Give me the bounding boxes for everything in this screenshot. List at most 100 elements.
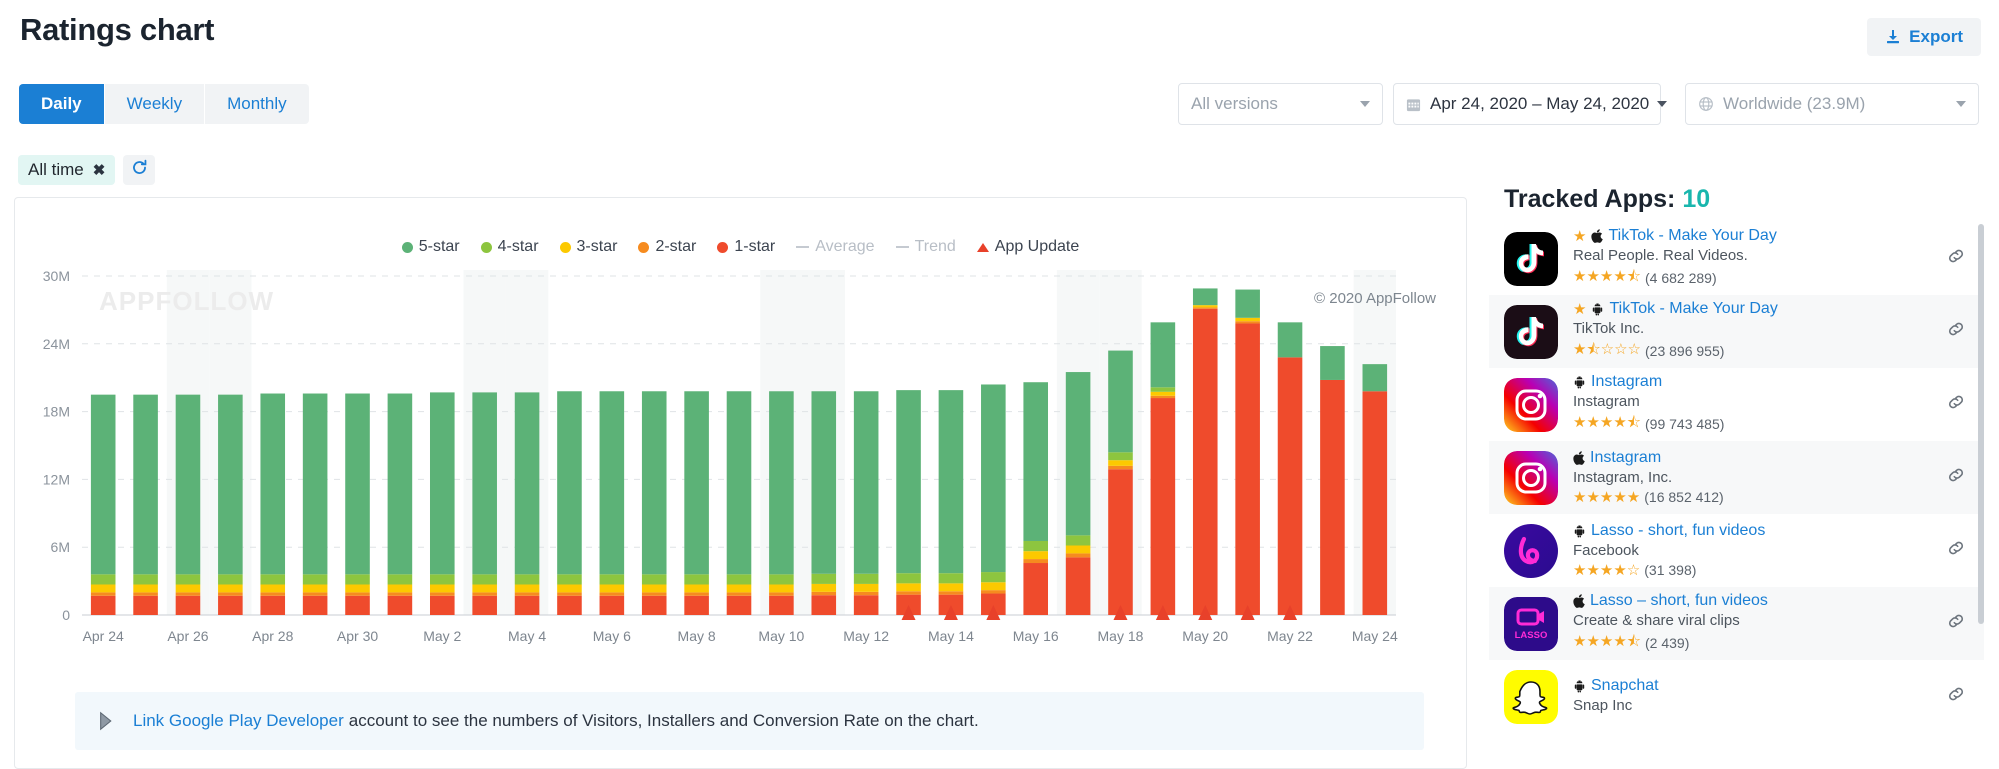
bar-segment-2-star[interactable]: [514, 592, 540, 596]
bar-segment-5-star[interactable]: [90, 394, 116, 575]
bar-segment-4-star[interactable]: [175, 574, 201, 585]
bar-segment-2-star[interactable]: [1150, 395, 1176, 399]
bar-segment-5-star[interactable]: [472, 392, 497, 575]
bar-segment-2-star[interactable]: [1023, 559, 1049, 564]
bar-segment-5-star[interactable]: [1362, 364, 1388, 392]
bar-segment-3-star[interactable]: [429, 584, 455, 593]
tab-monthly[interactable]: Monthly: [205, 84, 309, 124]
bar-segment-5-star[interactable]: [1023, 382, 1049, 541]
bar-segment-1-star[interactable]: [1320, 379, 1345, 615]
bar-segment-3-star[interactable]: [1192, 305, 1218, 308]
bar-segment-1-star[interactable]: [641, 595, 667, 615]
bar-segment-1-star[interactable]: [981, 593, 1006, 615]
bar-segment-3-star[interactable]: [769, 584, 794, 593]
bar-segment-4-star[interactable]: [429, 574, 455, 585]
bar-segment-1-star[interactable]: [1023, 563, 1049, 615]
bar-segment-1-star[interactable]: [429, 595, 455, 615]
app-name-row[interactable]: Lasso – short, fun videos: [1573, 592, 1928, 610]
tab-daily[interactable]: Daily: [19, 84, 105, 124]
bar-segment-2-star[interactable]: [853, 591, 879, 596]
bar-segment-3-star[interactable]: [599, 584, 625, 593]
bar-segment-5-star[interactable]: [218, 394, 243, 575]
legend-item-2-star[interactable]: 2-star: [638, 238, 696, 256]
apps-list-scrollbar[interactable]: [1978, 222, 1984, 747]
bar-segment-2-star[interactable]: [302, 592, 328, 596]
app-name-row[interactable]: ★ TikTok - Make Your Day: [1573, 227, 1928, 245]
bar-segment-3-star[interactable]: [938, 583, 964, 592]
bar-segment-5-star[interactable]: [557, 391, 582, 575]
bar-segment-4-star[interactable]: [938, 573, 964, 584]
bar-segment-4-star[interactable]: [472, 574, 497, 585]
bar-segment-1-star[interactable]: [853, 595, 879, 615]
app-link-button[interactable]: [1928, 587, 1984, 660]
bar-segment-3-star[interactable]: [90, 584, 116, 593]
bar-segment-4-star[interactable]: [514, 574, 540, 585]
app-update-marker[interactable]: [1240, 605, 1255, 620]
bar-segment-1-star[interactable]: [726, 595, 752, 615]
legend-item-trend[interactable]: Trend: [895, 238, 956, 256]
bar-segment-5-star[interactable]: [514, 392, 540, 575]
bar-segment-1-star[interactable]: [472, 595, 497, 615]
tab-weekly[interactable]: Weekly: [104, 84, 206, 124]
app-list-item[interactable]: Snapchat Snap Inc: [1489, 660, 1928, 733]
app-update-marker[interactable]: [901, 605, 916, 620]
bar-segment-1-star[interactable]: [133, 595, 158, 615]
bar-segment-5-star[interactable]: [981, 384, 1006, 573]
bar-segment-4-star[interactable]: [1023, 540, 1049, 552]
bar-segment-5-star[interactable]: [684, 391, 709, 575]
bar-segment-3-star[interactable]: [1150, 391, 1176, 396]
legend-item-1-star[interactable]: 1-star: [717, 238, 775, 256]
app-name[interactable]: Lasso – short, fun videos: [1590, 591, 1768, 609]
bar-segment-2-star[interactable]: [429, 592, 455, 596]
bar-segment-1-star[interactable]: [896, 594, 921, 615]
bar-segment-4-star[interactable]: [218, 574, 243, 585]
bar-segment-1-star[interactable]: [1277, 357, 1303, 615]
bar-segment-5-star[interactable]: [726, 391, 752, 575]
bar-segment-1-star[interactable]: [260, 595, 286, 615]
bar-segment-4-star[interactable]: [133, 574, 158, 585]
bar-segment-4-star[interactable]: [641, 574, 667, 585]
bar-segment-2-star[interactable]: [599, 592, 625, 596]
app-link-button[interactable]: [1928, 368, 1984, 441]
bar-segment-4-star[interactable]: [260, 574, 286, 585]
bar-segment-4-star[interactable]: [684, 574, 709, 585]
bar-segment-3-star[interactable]: [641, 584, 667, 593]
bar-segment-3-star[interactable]: [514, 584, 540, 593]
app-update-marker[interactable]: [986, 605, 1001, 620]
app-link-button[interactable]: [1928, 660, 1984, 733]
bar-segment-4-star[interactable]: [769, 574, 794, 585]
bar-segment-5-star[interactable]: [1065, 372, 1091, 536]
ratings-bar-chart[interactable]: 0 6M 12M 18M 24M 30M Apr 24 Apr 26 Apr 28 Apr 30 M…: [15, 258, 1466, 678]
bar-segment-4-star[interactable]: [599, 574, 625, 585]
app-name[interactable]: Instagram: [1591, 372, 1663, 390]
app-list-item[interactable]: Lasso - short, fun videos Facebook ★★★★☆…: [1489, 514, 1928, 587]
bar-segment-2-star[interactable]: [472, 592, 497, 596]
app-link-button[interactable]: [1928, 222, 1984, 295]
bar-segment-2-star[interactable]: [1065, 553, 1091, 558]
bar-segment-2-star[interactable]: [811, 591, 837, 596]
legend-item-average[interactable]: Average: [796, 238, 875, 256]
app-name[interactable]: TikTok - Make Your Day: [1609, 299, 1778, 317]
bar-segment-5-star[interactable]: [260, 393, 286, 575]
bar-segment-5-star[interactable]: [811, 391, 837, 574]
bar-segment-2-star[interactable]: [769, 592, 794, 596]
bar-segment-1-star[interactable]: [599, 595, 625, 615]
bar-segment-5-star[interactable]: [1235, 289, 1260, 318]
app-update-marker[interactable]: [1283, 605, 1298, 620]
bar-segment-1-star[interactable]: [1235, 323, 1260, 615]
bar-segment-4-star[interactable]: [726, 574, 752, 585]
app-name[interactable]: Lasso - short, fun videos: [1591, 522, 1766, 539]
bar-segment-3-star[interactable]: [218, 584, 243, 593]
app-name-row[interactable]: Lasso - short, fun videos: [1573, 522, 1928, 540]
bar-segment-1-star[interactable]: [514, 595, 540, 615]
bar-segment-3-star[interactable]: [557, 584, 582, 593]
link-google-play-developer-link[interactable]: Link Google Play Developer: [133, 711, 344, 730]
bar-segment-4-star[interactable]: [1065, 535, 1091, 546]
bar-segment-3-star[interactable]: [133, 584, 158, 593]
bar-segment-3-star[interactable]: [1065, 545, 1091, 554]
bar-segment-1-star[interactable]: [345, 595, 370, 615]
app-name-row[interactable]: Instagram: [1573, 449, 1928, 467]
bar-segment-2-star[interactable]: [133, 592, 158, 596]
bar-segment-5-star[interactable]: [429, 392, 455, 575]
bar-segment-3-star[interactable]: [472, 584, 497, 593]
